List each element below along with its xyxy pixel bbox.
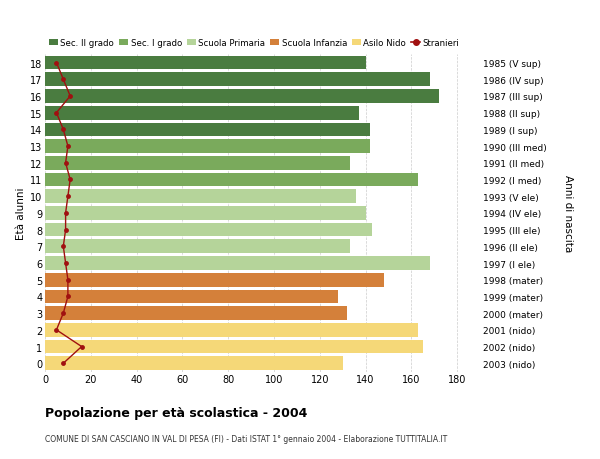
Bar (45, 123, 370, 137)
Bar (45, 290, 338, 303)
Y-axis label: Anni di nascita: Anni di nascita (563, 175, 573, 252)
Text: COMUNE DI SAN CASCIANO IN VAL DI PESA (FI) - Dati ISTAT 1° gennaio 2004 - Elabor: COMUNE DI SAN CASCIANO IN VAL DI PESA (F… (45, 434, 447, 443)
Bar (45, 173, 418, 187)
Bar (45, 56, 365, 70)
Bar (45, 223, 373, 237)
Bar (45, 157, 349, 170)
Bar (45, 106, 359, 120)
Bar (45, 207, 365, 220)
Legend: Sec. II grado, Sec. I grado, Scuola Primaria, Scuola Infanzia, Asilo Nido, Stran: Sec. II grado, Sec. I grado, Scuola Prim… (49, 39, 459, 48)
Bar (45, 273, 384, 287)
Text: Popolazione per età scolastica - 2004: Popolazione per età scolastica - 2004 (45, 406, 307, 419)
Bar (45, 90, 439, 104)
Bar (45, 307, 347, 320)
Bar (45, 357, 343, 370)
Bar (45, 73, 430, 87)
Bar (45, 257, 430, 270)
Bar (45, 340, 423, 353)
Bar (45, 323, 418, 337)
Bar (45, 140, 370, 154)
Y-axis label: Età alunni: Età alunni (16, 187, 26, 240)
Bar (45, 240, 349, 254)
Bar (45, 190, 356, 204)
